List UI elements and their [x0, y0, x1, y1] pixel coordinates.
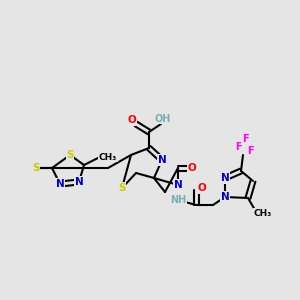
Text: F: F: [242, 134, 248, 144]
Text: N: N: [56, 179, 64, 189]
Text: O: O: [128, 115, 136, 125]
Text: N: N: [220, 173, 230, 183]
Text: S: S: [66, 150, 74, 160]
Text: O: O: [198, 183, 206, 193]
Text: CH₃: CH₃: [99, 152, 117, 161]
Text: O: O: [188, 163, 196, 173]
Text: F: F: [235, 142, 241, 152]
Text: N: N: [174, 180, 182, 190]
Text: CH₃: CH₃: [254, 208, 272, 217]
Text: N: N: [75, 177, 83, 187]
Text: N: N: [220, 192, 230, 202]
Text: N: N: [158, 155, 166, 165]
Text: OH: OH: [155, 114, 171, 124]
Text: NH: NH: [170, 195, 186, 205]
Text: F: F: [247, 146, 253, 156]
Text: S: S: [32, 163, 40, 173]
Text: S: S: [118, 183, 126, 193]
